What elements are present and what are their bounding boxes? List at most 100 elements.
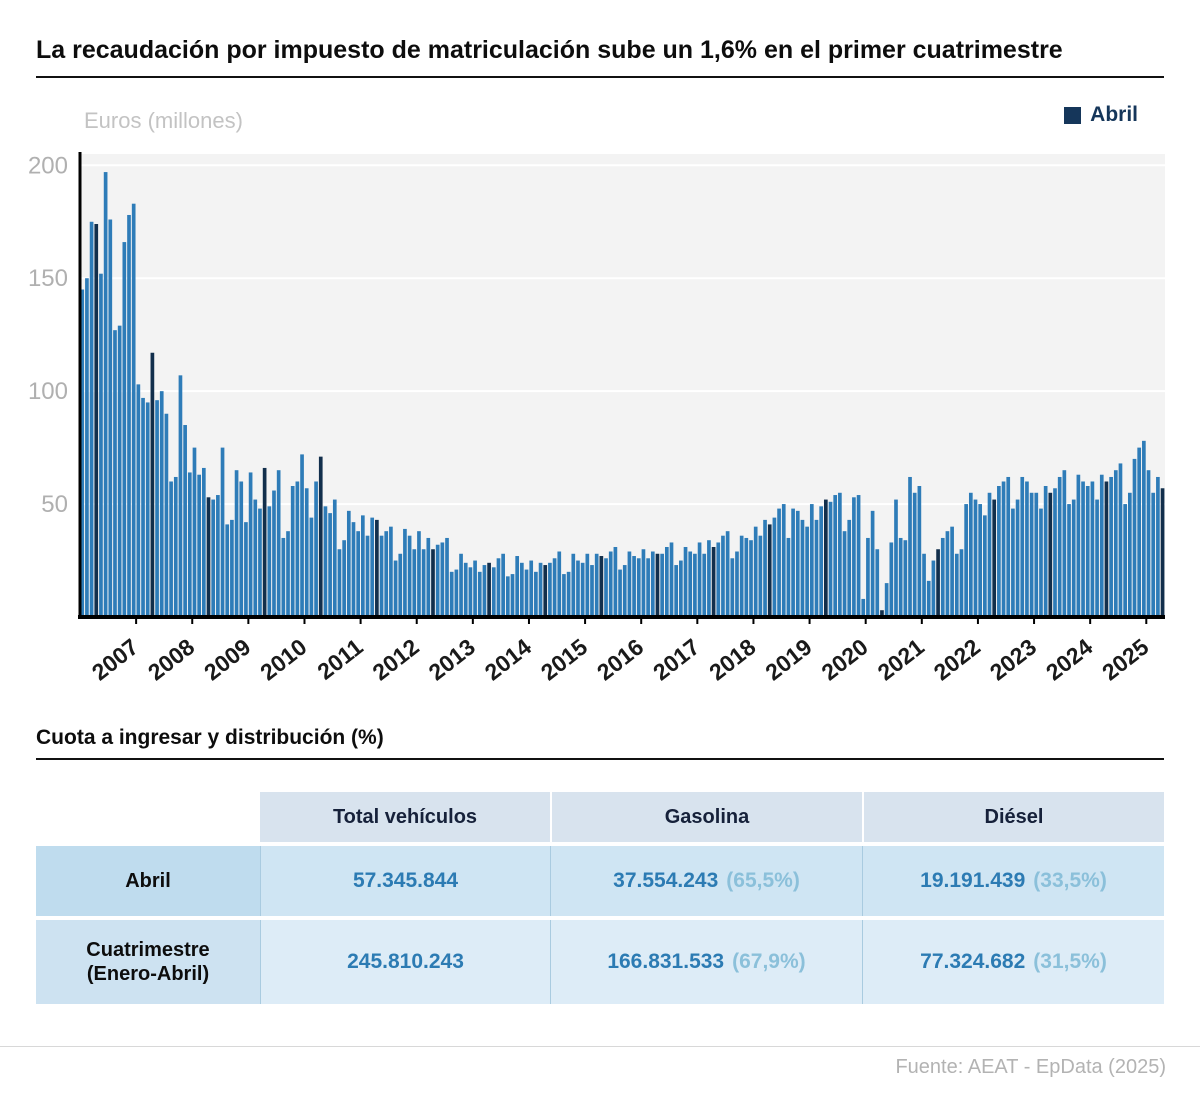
bar-month bbox=[973, 499, 978, 617]
bar-month bbox=[721, 535, 725, 617]
bar-month bbox=[1053, 488, 1057, 617]
bar-month bbox=[122, 242, 127, 617]
bar-month bbox=[898, 537, 903, 617]
bar-month bbox=[688, 551, 693, 617]
bar-month bbox=[627, 551, 632, 617]
bar-month bbox=[1099, 474, 1104, 617]
bar-month bbox=[286, 531, 290, 617]
pct-abril-gasolina: (65,5%) bbox=[726, 869, 800, 892]
bar-month bbox=[819, 506, 823, 617]
bar-month bbox=[548, 562, 552, 617]
bar-month bbox=[1043, 486, 1048, 617]
bar-month bbox=[267, 506, 272, 617]
bar-april bbox=[655, 553, 660, 617]
bar-month bbox=[739, 535, 744, 617]
bar-month bbox=[216, 495, 220, 617]
cell-cuatrimestre-diesel: 77.324.682 (31,5%) bbox=[862, 920, 1164, 1004]
bar-month bbox=[1090, 481, 1095, 617]
bar-month bbox=[108, 219, 113, 617]
bar-month bbox=[828, 501, 833, 617]
bar-month bbox=[1062, 470, 1067, 617]
bar-month bbox=[80, 289, 85, 617]
bar-month bbox=[89, 221, 94, 617]
bar-month bbox=[945, 531, 950, 617]
bar-month bbox=[580, 562, 585, 617]
value-cuatrimestre-diesel: 77.324.682 bbox=[920, 950, 1026, 973]
bar-month bbox=[576, 560, 580, 617]
bar-month bbox=[875, 549, 880, 617]
bar-month bbox=[758, 535, 763, 617]
bar-month bbox=[716, 542, 721, 617]
bar-month bbox=[131, 203, 136, 617]
bar-month bbox=[365, 535, 370, 617]
bar-month bbox=[183, 425, 187, 617]
bar-april bbox=[375, 519, 379, 617]
bar-month bbox=[141, 397, 145, 617]
x-tick-label: 2007 bbox=[87, 633, 143, 685]
pct-abril-diesel: (33,5%) bbox=[1033, 869, 1107, 892]
bar-month bbox=[730, 558, 735, 617]
bar-month bbox=[351, 522, 356, 617]
bar-april bbox=[206, 497, 211, 617]
legend-label: Abril bbox=[1090, 103, 1138, 126]
summary-table: Total vehículos Gasolina Diésel Abril 57… bbox=[36, 792, 1164, 1004]
bar-month bbox=[272, 490, 276, 617]
bar-month bbox=[968, 492, 973, 617]
bar-month bbox=[1081, 481, 1085, 617]
bar-month bbox=[693, 553, 697, 617]
bar-month bbox=[1132, 458, 1137, 617]
bar-month bbox=[744, 537, 749, 617]
bar-month bbox=[800, 519, 805, 617]
table-section-title: Cuota a ingresar y distribución (%) bbox=[36, 726, 384, 749]
bar-april bbox=[487, 562, 491, 617]
bar-month bbox=[884, 583, 889, 617]
bar-month bbox=[145, 402, 150, 617]
bar-month bbox=[749, 540, 753, 617]
bar-month bbox=[786, 537, 791, 617]
bar-month bbox=[234, 470, 239, 617]
bar-month bbox=[482, 565, 487, 617]
x-tick-label: 2008 bbox=[143, 633, 199, 685]
cell-cuatrimestre-gasolina: 166.831.533 (67,9%) bbox=[550, 920, 862, 1004]
bar-month bbox=[1006, 476, 1011, 617]
bar-month bbox=[103, 172, 108, 617]
bar-month bbox=[412, 549, 417, 617]
bar-april bbox=[150, 352, 155, 617]
bar-month bbox=[922, 553, 926, 617]
bar-month bbox=[870, 510, 875, 617]
bar-month bbox=[650, 551, 655, 617]
bar-month bbox=[664, 546, 669, 617]
bar-month bbox=[173, 476, 178, 617]
bar-month bbox=[1113, 470, 1118, 617]
column-header-gasolina: Gasolina bbox=[550, 792, 862, 842]
bar-month bbox=[622, 565, 627, 617]
bar-month bbox=[1015, 499, 1020, 617]
bar-month bbox=[636, 558, 641, 617]
bar-month bbox=[361, 515, 365, 617]
bar-month bbox=[1039, 508, 1043, 617]
bar-month bbox=[777, 508, 781, 617]
bar-month bbox=[342, 540, 346, 617]
bar-month bbox=[997, 486, 1001, 617]
bar-month bbox=[300, 454, 304, 617]
bar-month bbox=[440, 542, 445, 617]
bar-month bbox=[683, 546, 688, 617]
bar-month bbox=[379, 535, 384, 617]
row-label-cuatrimestre: Cuatrimestre (Enero-Abril) bbox=[36, 920, 260, 1004]
bar-month bbox=[940, 537, 945, 617]
cell-abril-diesel: 19.191.439 (33,5%) bbox=[862, 846, 1164, 916]
bar-month bbox=[281, 537, 286, 617]
bar-month bbox=[725, 531, 730, 617]
bar-month bbox=[99, 273, 103, 617]
bar-month bbox=[856, 495, 861, 617]
bar-month bbox=[332, 499, 337, 617]
bar-month bbox=[735, 551, 739, 617]
bar-month bbox=[566, 571, 571, 617]
bar-month bbox=[445, 537, 449, 617]
bar-april bbox=[94, 224, 99, 617]
bar-month bbox=[1076, 474, 1081, 617]
bar-month bbox=[660, 553, 664, 617]
bar-month bbox=[590, 565, 594, 617]
